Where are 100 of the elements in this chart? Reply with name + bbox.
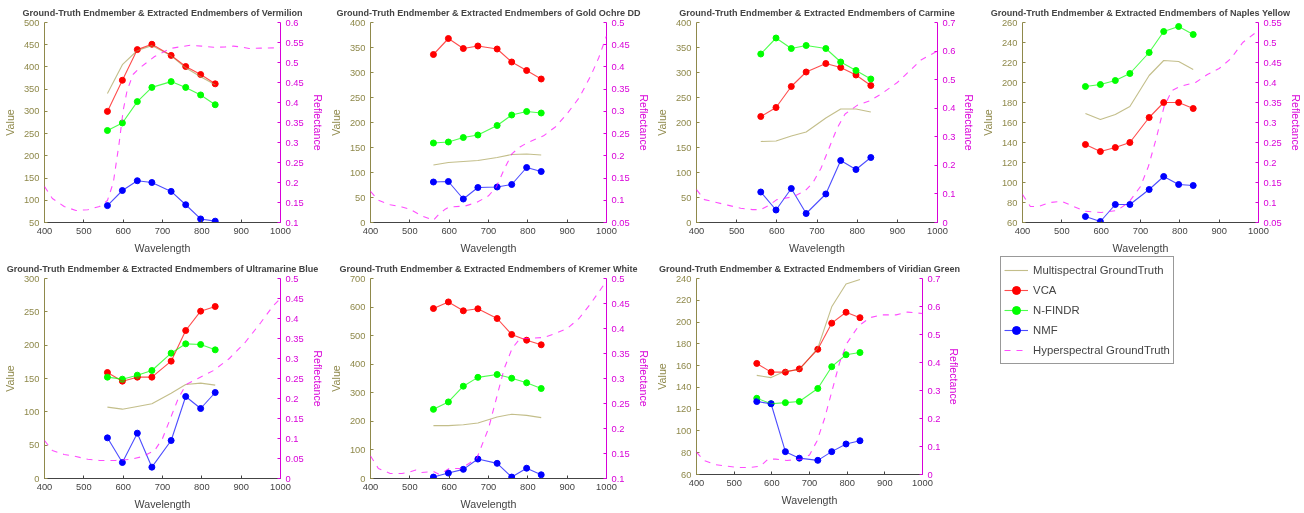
y2-tick-label: 0.5 [285,57,299,68]
y-axis-title: Value [3,365,16,392]
y2-tick-label: 0.2 [285,393,299,404]
y-tick-label: 140 [675,382,692,393]
y-tick-label: 140 [1001,137,1018,148]
y2-tick-label: 0.3 [1263,117,1277,128]
y-tick-label: 200 [23,150,40,161]
x-tick-label: 500 [76,225,92,236]
y2-tick-label: 0.1 [927,441,941,452]
chart-title: Ground-Truth Endmember & Extracted Endmembers of Ultramarine Blue [6,263,319,274]
y-tick-label: 100 [23,406,40,417]
y-tick-label: 60 [681,469,692,480]
x-tick-label: 500 [76,481,92,492]
x-tick-label: 600 [769,225,785,236]
y-tick-label: 0 [34,473,40,484]
y2-tick-label: 0.45 [1263,57,1282,68]
x-tick-label: 800 [194,225,210,236]
y-tick-label: 500 [349,330,366,341]
y-tick-label: 80 [1007,197,1018,208]
y-tick-label: 100 [349,444,366,455]
x-tick-label: 900 [233,225,249,236]
x-tick-label: 400 [36,225,53,236]
y2-tick-label: 0.1 [1263,197,1277,208]
x-tick-label: 700 [1132,225,1149,236]
x-tick-label: 600 [115,225,131,236]
y-tick-label: 200 [23,340,40,351]
y-tick-label: 0 [360,217,366,228]
y2-tick-label: 0.1 [285,433,299,444]
y2-tick-label: 0.55 [1263,17,1282,28]
y2-tick-label: 0.05 [611,217,630,228]
x-tick-label: 1000 [1248,225,1269,236]
y-axis-title: Value [655,363,668,390]
x-tick-label: 600 [115,481,131,492]
y2-tick-label: 0.25 [1263,137,1282,148]
y-axis-title: Value [329,365,342,392]
y2-tick-label: 0.35 [1263,97,1282,108]
y2-tick-label: 0.25 [285,157,304,168]
y2-axis-title: Reflectance [311,94,324,151]
y-tick-label: 300 [675,67,692,78]
y2-tick-label: 0.15 [611,173,630,184]
y2-tick-label: 0 [285,473,291,484]
y-tick-label: 200 [1001,77,1018,88]
y2-tick-label: 0.35 [285,117,304,128]
y2-tick-label: 0.2 [927,413,941,424]
y2-axis-title: Reflectance [311,350,324,407]
y2-tick-label: 0.25 [611,128,630,139]
y-tick-label: 350 [23,84,40,95]
y-tick-label: 60 [1007,217,1018,228]
y-tick-label: 80 [681,447,692,458]
x-axis-title: Wavelength [460,241,517,254]
y-tick-label: 300 [349,387,366,398]
x-tick-label: 800 [849,225,865,236]
y-tick-label: 200 [349,117,366,128]
y-tick-label: 0 [360,473,366,484]
y2-tick-label: 0 [942,217,948,228]
y2-tick-label: 0.5 [1263,37,1277,48]
y-tick-label: 50 [355,192,366,203]
x-tick-label: 800 [520,481,536,492]
y-tick-label: 200 [349,416,366,427]
y2-axis-title: Reflectance [637,350,650,407]
y2-tick-label: 0.2 [611,150,625,161]
x-tick-label: 400 [688,225,705,236]
y2-tick-label: 0.05 [1263,217,1282,228]
x-tick-label: 1000 [927,225,948,236]
y2-tick-label: 0.45 [285,77,304,88]
chart-title: Ground-Truth Endmember & Extracted Endmembers of Gold Ochre DD [336,7,642,18]
x-axis-title: Wavelength [134,497,191,510]
y2-tick-label: 0.6 [285,17,299,28]
y2-tick-label: 0.15 [611,448,630,459]
y2-tick-label: 0.4 [942,103,956,114]
y2-tick-label: 0.3 [611,373,625,384]
y2-tick-label: 0.1 [611,473,625,484]
chart-title: Ground-Truth Endmember & Extracted Endmembers of Viridian Green [659,263,960,274]
y-tick-label: 100 [675,425,692,436]
y-tick-label: 250 [349,92,366,103]
y-tick-label: 350 [349,42,366,53]
x-tick-label: 700 [809,225,825,236]
x-tick-label: 400 [36,481,53,492]
y2-tick-label: 0.4 [1263,77,1277,88]
y-tick-label: 500 [23,17,40,28]
y-tick-label: 240 [1001,37,1018,48]
y2-tick-label: 0.6 [927,301,941,312]
y-tick-label: 220 [675,295,692,306]
x-tick-label: 500 [1054,225,1070,236]
y-tick-label: 600 [349,302,366,313]
x-tick-label: 600 [441,225,457,236]
y2-tick-label: 0.15 [285,413,304,424]
legend-label: NMF [1033,324,1058,336]
y-tick-label: 0 [686,217,692,228]
y2-tick-label: 0.7 [927,273,941,284]
y2-tick-label: 0.2 [285,177,299,188]
y2-tick-label: 0.3 [285,137,299,148]
y-axis-title: Value [655,109,668,136]
y2-tick-label: 0.7 [942,17,956,28]
y2-tick-label: 0.15 [285,197,304,208]
y2-tick-label: 0.2 [942,160,956,171]
x-tick-label: 700 [480,225,497,236]
y-tick-label: 150 [23,173,40,184]
x-tick-label: 800 [1172,225,1188,236]
y-tick-label: 150 [349,142,366,153]
